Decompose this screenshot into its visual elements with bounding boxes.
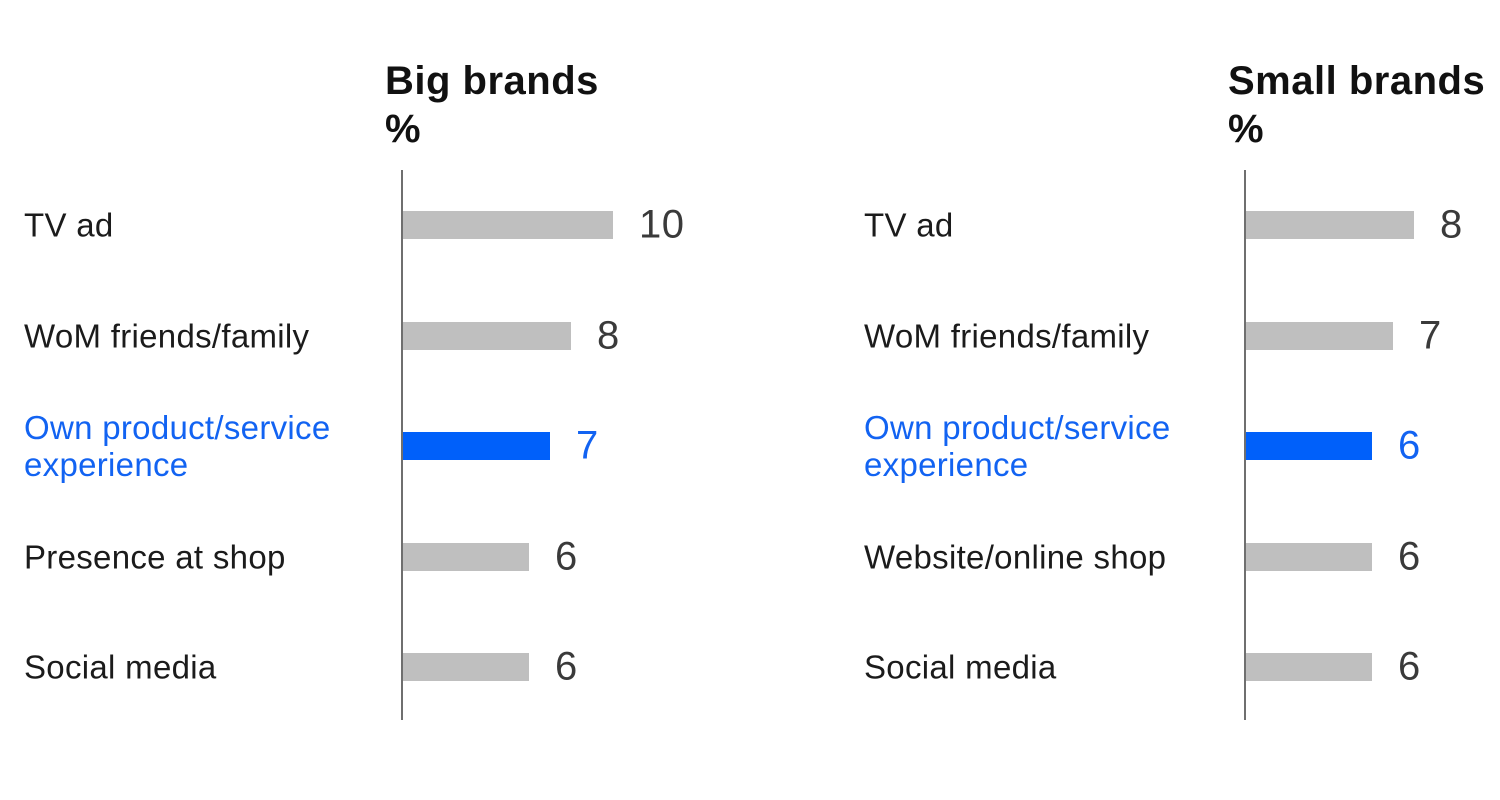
chart-title: Big brands — [385, 59, 599, 103]
chart-unit-label: % — [1228, 107, 1265, 151]
bar — [1246, 542, 1372, 571]
value-label: 7 — [576, 423, 599, 468]
category-label: TV ad — [24, 206, 114, 244]
bar — [403, 211, 613, 239]
value-label: 6 — [555, 534, 578, 578]
category-label: Own product/service experience — [24, 409, 331, 483]
chart-title-block: Big brands % — [385, 57, 599, 153]
value-label: 8 — [1440, 202, 1463, 247]
chart-title-block: Small brands % — [1228, 57, 1485, 153]
category-label: Presence at shop — [24, 538, 286, 575]
category-label: Website/online shop — [864, 538, 1167, 575]
bar — [403, 321, 571, 350]
chart-unit-label: % — [385, 107, 422, 151]
value-label: 6 — [1398, 644, 1421, 689]
value-label: 6 — [555, 644, 578, 689]
category-label: WoM friends/family — [24, 317, 310, 354]
bar — [403, 653, 529, 681]
category-label: Social media — [24, 648, 217, 686]
value-label: 7 — [1419, 313, 1442, 357]
y-axis-line — [1244, 170, 1246, 720]
category-label: Social media — [864, 648, 1057, 686]
category-label: Own product/service experience — [864, 409, 1171, 483]
value-label: 6 — [1398, 423, 1421, 468]
y-axis-line — [401, 170, 403, 720]
chart-title: Small brands — [1228, 59, 1486, 103]
bar — [1246, 653, 1372, 681]
bar-highlighted — [403, 432, 550, 460]
value-label: 6 — [1398, 534, 1421, 578]
bar — [1246, 321, 1393, 350]
bar — [403, 542, 529, 571]
bar-highlighted — [1246, 432, 1372, 460]
category-label: WoM friends/family — [864, 317, 1150, 354]
value-label: 10 — [639, 202, 685, 247]
bar — [1246, 211, 1414, 239]
value-label: 8 — [597, 313, 620, 357]
category-label: TV ad — [864, 206, 954, 244]
